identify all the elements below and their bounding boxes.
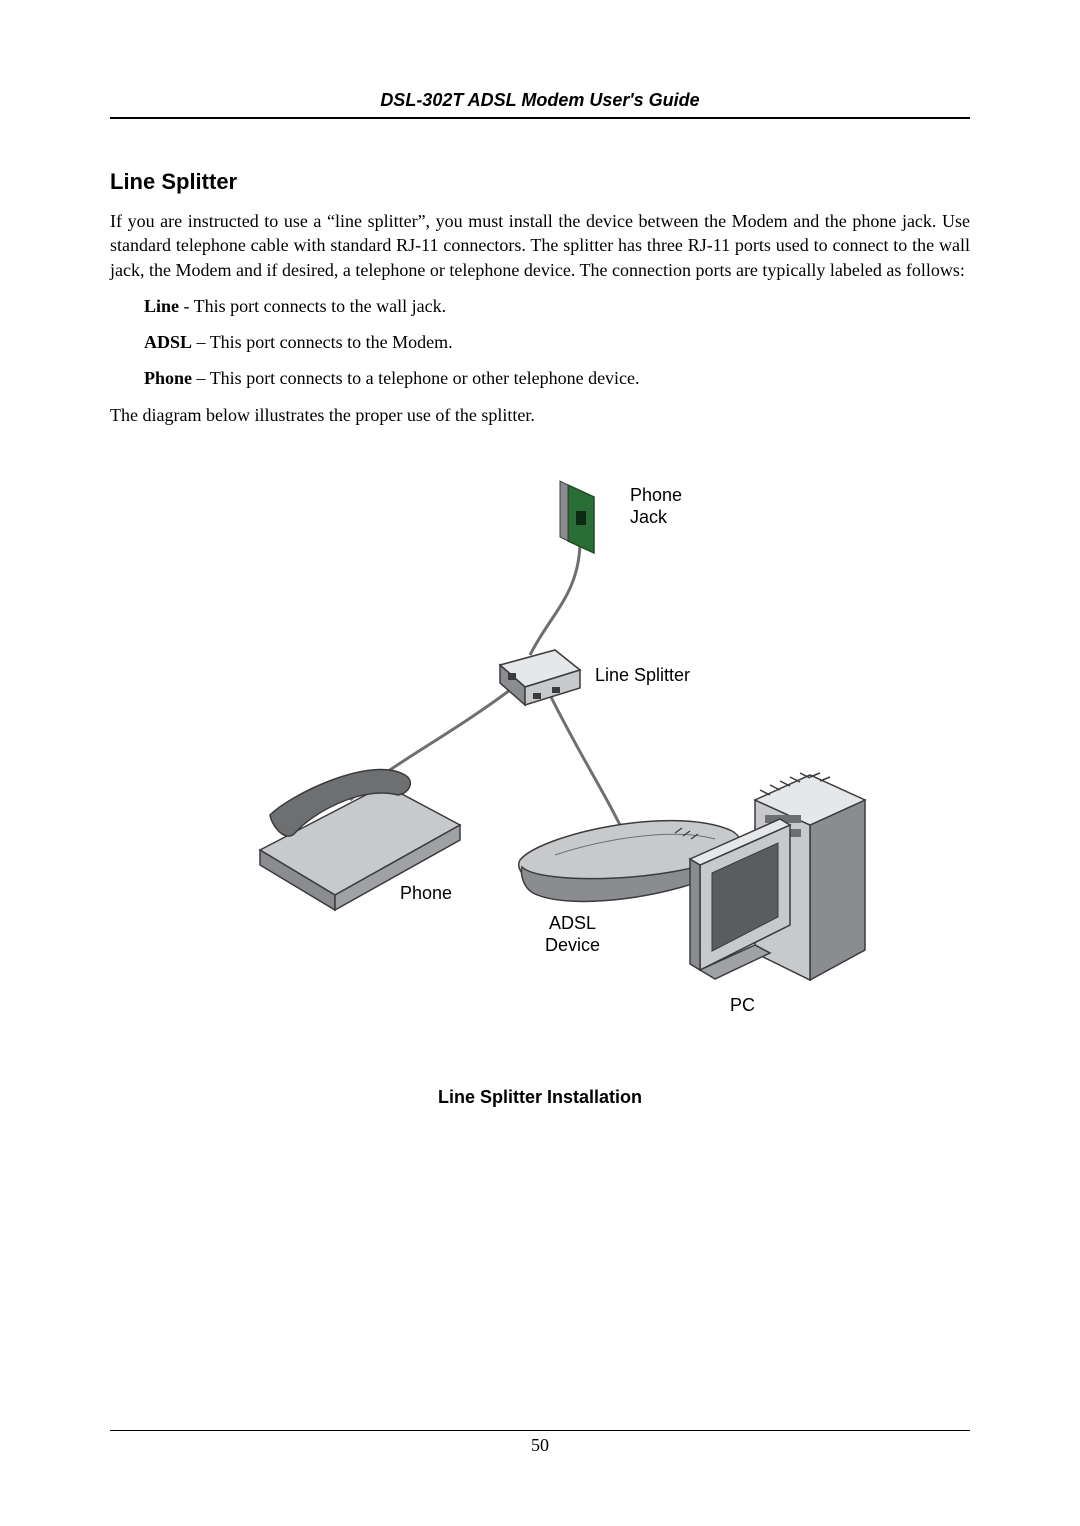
page: DSL-302T ADSL Modem User's Guide Line Sp… [0,0,1080,1526]
label-adsl-device: ADSL Device [545,913,600,956]
diagram-wrap: Phone Jack Line Splitter Phone ADSL Devi… [110,455,970,1075]
line-splitter-icon [500,650,580,705]
label-line-splitter: Line Splitter [595,665,690,687]
line-splitter-diagram: Phone Jack Line Splitter Phone ADSL Devi… [200,455,880,1075]
list-label-phone: Phone [144,368,192,388]
list-item-adsl: ADSL – This port connects to the Modem. [144,330,970,354]
page-number: 50 [531,1435,549,1455]
pc-icon [690,773,865,980]
page-footer: 50 [110,1430,970,1456]
list-text-phone: – This port connects to a telephone or o… [192,368,640,388]
running-header: DSL-302T ADSL Modem User's Guide [110,90,970,119]
list-text-line: - This port connects to the wall jack. [179,296,446,316]
list-label-line: Line [144,296,179,316]
list-item-phone: Phone – This port connects to a telephon… [144,366,970,390]
para-below: The diagram below illustrates the proper… [110,403,970,427]
phone-jack-icon [560,481,594,553]
list-text-adsl: – This port connects to the Modem. [192,332,453,352]
intro-paragraph: If you are instructed to use a “line spl… [110,209,970,282]
label-phone-jack: Phone Jack [630,485,682,528]
label-pc: PC [730,995,755,1017]
diagram-svg [200,455,880,1055]
list-item-line: Line - This port connects to the wall ja… [144,294,970,318]
label-phone: Phone [400,883,452,905]
diagram-caption: Line Splitter Installation [110,1087,970,1108]
list-label-adsl: ADSL [144,332,192,352]
section-heading: Line Splitter [110,169,970,195]
